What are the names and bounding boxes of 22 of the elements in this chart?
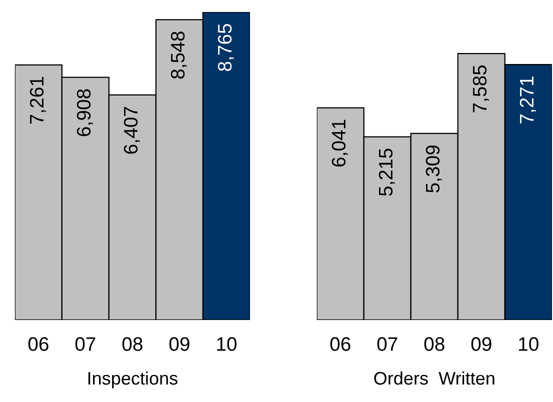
data-label: 7,585 bbox=[472, 65, 489, 112]
x-tick-label: 08 bbox=[424, 337, 444, 351]
x-tick-label: 10 bbox=[217, 337, 237, 351]
data-label: 6,908 bbox=[76, 89, 93, 136]
data-label: 8,765 bbox=[218, 24, 234, 71]
data-label: 5,215 bbox=[378, 148, 395, 196]
x-tick-label: 08 bbox=[122, 337, 142, 351]
x-tick-label: 09 bbox=[471, 337, 492, 351]
data-label: 5,309 bbox=[426, 146, 442, 192]
x-tick-label: 06 bbox=[28, 337, 48, 351]
x-tick-label: 07 bbox=[377, 337, 398, 351]
x-axis-title: Inspections bbox=[88, 371, 178, 388]
data-label: 7,271 bbox=[520, 76, 536, 124]
x-tick-label: 07 bbox=[75, 337, 96, 351]
data-label: 8,548 bbox=[170, 32, 187, 79]
x-axis-title: Orders Written bbox=[374, 371, 494, 385]
data-label: 6,407 bbox=[124, 106, 140, 154]
data-label: 6,041 bbox=[332, 120, 348, 167]
data-label: 7,261 bbox=[30, 76, 46, 124]
x-tick-label: 06 bbox=[330, 337, 350, 351]
x-tick-label: 09 bbox=[169, 337, 190, 351]
x-tick-label: 10 bbox=[519, 337, 538, 351]
